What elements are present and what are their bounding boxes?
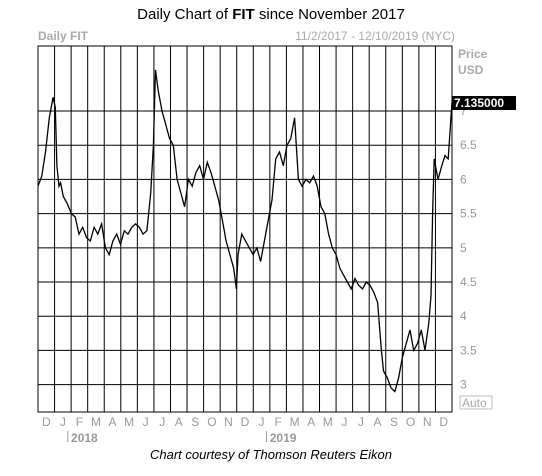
x-tick-label: J (259, 415, 265, 429)
y-tick-label: 4 (460, 309, 467, 323)
y-tick-label: 5 (460, 241, 467, 255)
x-tick-label: S (390, 415, 398, 429)
grid-layer (37, 45, 453, 413)
title-ticker: FIT (232, 6, 255, 23)
chart-credit: Chart courtesy of Thomson Reuters Eikon (149, 447, 393, 462)
date-range-label: 11/2/2017 - 12/10/2019 (NYC) (295, 29, 455, 43)
series-label: Daily FIT (38, 29, 89, 43)
x-tick-label: O (207, 415, 216, 429)
x-tick-label: J (143, 415, 149, 429)
x-tick-label: M (290, 415, 300, 429)
title-prefix: Daily Chart of (137, 6, 233, 23)
y-tick-label: 3 (460, 378, 467, 392)
x-tick-label: S (191, 415, 199, 429)
x-tick-label: N (224, 415, 233, 429)
x-tick-label: J (341, 415, 347, 429)
auto-scale-button[interactable]: Auto (459, 395, 493, 410)
x-tick-label: F (274, 415, 281, 429)
x-tick-label: D (241, 415, 250, 429)
x-tick-label: J (358, 415, 364, 429)
y-tick-label: 6 (460, 172, 467, 186)
x-year-label: 2019 (270, 431, 297, 445)
chart-title: Daily Chart of FIT since November 2017 (0, 6, 542, 23)
x-tick-label: A (307, 415, 315, 429)
auto-scale-label: Auto (462, 396, 487, 410)
x-tick-label: A (175, 415, 183, 429)
x-tick-label: F (76, 415, 83, 429)
x-tick-label: M (91, 415, 101, 429)
x-tick-label: N (423, 415, 432, 429)
last-price-value: 7.135000 (454, 96, 504, 110)
x-tick-label: M (323, 415, 333, 429)
y-axis-ticks: 3 3.5 4 4.5 5 5.5 6 6.5 7 (460, 104, 477, 392)
last-price-badge: 7.135000 (452, 96, 516, 110)
y-tick-label: 5.5 (460, 207, 477, 221)
x-tick-label: D (439, 415, 448, 429)
x-tick-label: A (109, 415, 117, 429)
plot-border (37, 45, 453, 413)
x-tick-label: J (159, 415, 165, 429)
y-tick-label: 4.5 (460, 275, 477, 289)
x-tick-label: M (124, 415, 134, 429)
price-line-series (37, 69, 453, 393)
x-year-label: 2018 (71, 431, 98, 445)
y-tick-label: 7 (460, 104, 467, 118)
x-tick-label: D (42, 415, 51, 429)
x-tick-label: O (406, 415, 415, 429)
axis-title-usd: USD (458, 63, 484, 77)
x-tick-label: J (60, 415, 66, 429)
y-tick-label: 3.5 (460, 343, 477, 357)
y-tick-label: 6.5 (460, 138, 477, 152)
axis-title-price: Price (458, 47, 488, 61)
title-suffix: since November 2017 (254, 6, 405, 23)
x-tick-label: A (373, 415, 381, 429)
